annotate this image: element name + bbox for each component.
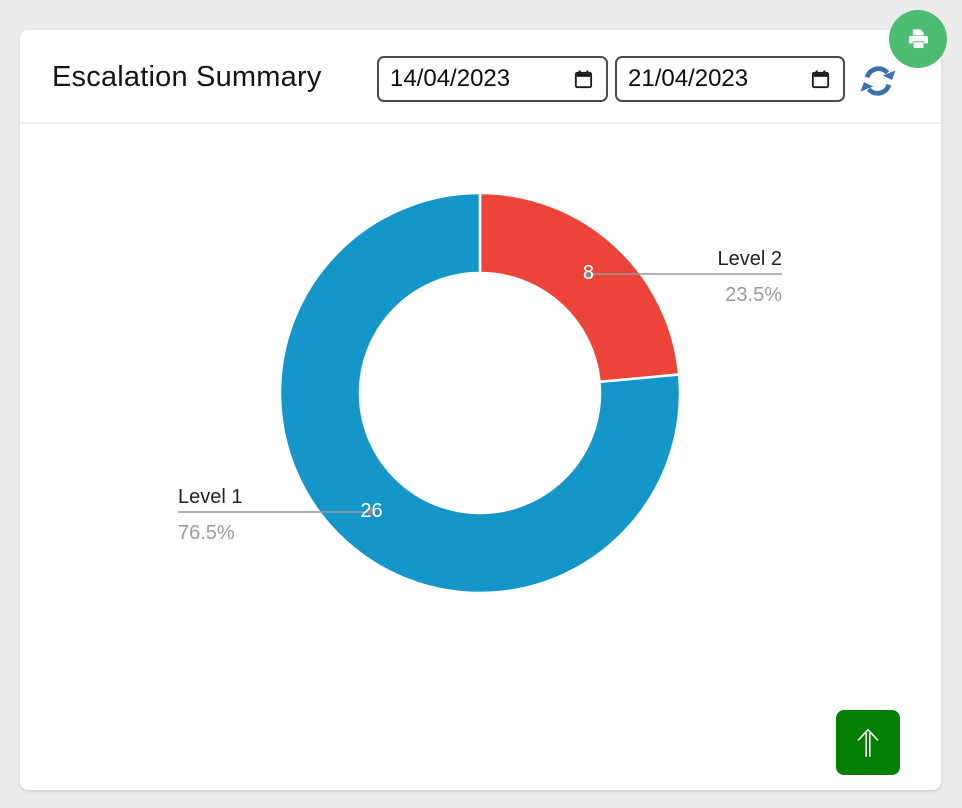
page-title: Escalation Summary <box>52 60 322 93</box>
escalation-summary-card: Escalation Summary 14/04/2023 21/04/2023 <box>20 30 941 790</box>
leader-dot <box>367 507 376 516</box>
start-date-value: 14/04/2023 <box>390 65 511 92</box>
print-button[interactable] <box>889 10 947 68</box>
calendar-icon <box>574 69 593 88</box>
scroll-top-button[interactable] <box>836 710 900 775</box>
donut-slice-level-2[interactable] <box>478 191 681 384</box>
donut-slice-level-1[interactable] <box>278 191 682 595</box>
slice-value-label: 26 <box>360 500 382 522</box>
slice-percent-label: 23.5% <box>725 284 782 306</box>
refresh-icon <box>860 66 896 96</box>
leader-dot <box>584 270 593 279</box>
slice-name-label: Level 1 <box>178 486 243 508</box>
chart-panel: 8 Level 2 23.5% 26 Level 1 76.5% <box>20 124 941 788</box>
donut-chart: 8 Level 2 23.5% 26 Level 1 76.5% <box>178 191 783 595</box>
end-date-input[interactable]: 21/04/2023 <box>615 56 845 102</box>
card-header: Escalation Summary 14/04/2023 21/04/2023 <box>20 30 941 124</box>
start-date-input[interactable]: 14/04/2023 <box>377 56 608 102</box>
refresh-button[interactable] <box>854 60 902 102</box>
slice-name-label: Level 2 <box>718 248 783 270</box>
slice-value-label: 8 <box>583 262 594 284</box>
printer-icon <box>908 28 928 48</box>
slice-percent-label: 76.5% <box>178 522 235 544</box>
end-date-value: 21/04/2023 <box>628 65 749 92</box>
calendar-icon <box>811 69 830 88</box>
arrow-up-icon <box>857 728 879 757</box>
